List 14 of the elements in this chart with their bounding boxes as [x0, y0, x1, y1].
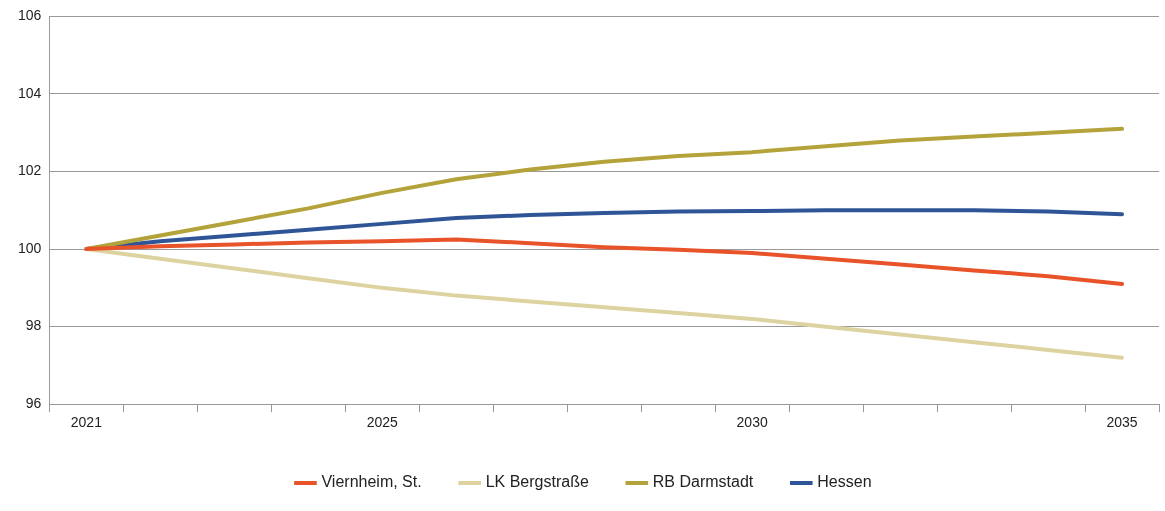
- x-tick-label: 2035: [1106, 414, 1138, 431]
- x-tick-label: 2025: [366, 414, 399, 431]
- y-tick-label: 100: [18, 239, 42, 256]
- legend-label: RB Darmstadt: [652, 473, 754, 491]
- y-tick-label: 98: [25, 317, 42, 334]
- y-tick-label: 102: [18, 162, 42, 179]
- x-tick-label: 2030: [736, 414, 768, 431]
- legend-label: LK Bergstraße: [485, 473, 589, 491]
- y-tick-label: 104: [18, 84, 42, 101]
- y-tick-label: 96: [25, 395, 42, 412]
- y-tick-label: 106: [18, 7, 42, 24]
- legend-label: Hessen: [817, 473, 872, 491]
- legend-label: Viernheim, St.: [321, 473, 422, 491]
- x-tick-label: 2021: [70, 414, 103, 431]
